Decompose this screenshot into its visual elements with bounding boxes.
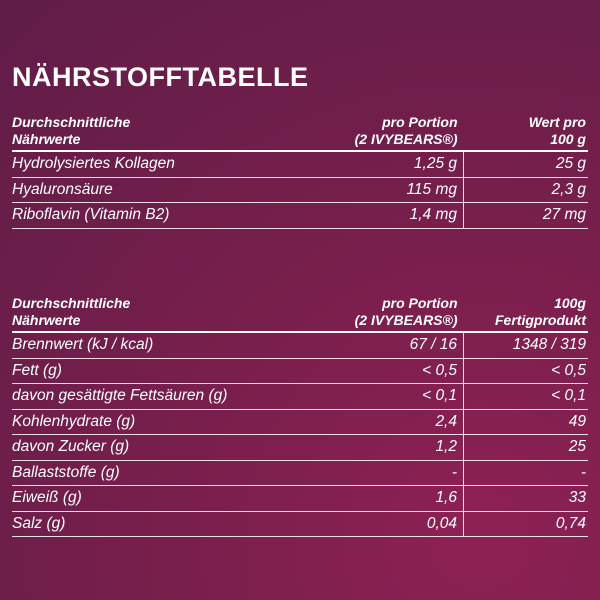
table-cell: 49 (463, 409, 588, 435)
table-cell: Eiweiß (g) (12, 485, 317, 512)
nutrition-table: Durchschnittliche Nährwerte pro Portion (2 … (12, 295, 588, 537)
table-row: Kohlenhydrate (g) 2,4 49 (12, 409, 588, 435)
table-cell: - (463, 460, 588, 486)
table-cell: 25 (463, 434, 588, 461)
table-cell: < 0,1 (463, 383, 588, 410)
table-row: Eiweiß (g) 1,6 33 (12, 485, 588, 512)
table-row: Hydrolysiertes Kollagen 1,25 g 25 g (12, 151, 588, 178)
header-cell: Durchschnittliche Nährwerte (12, 295, 317, 333)
table-cell: 115 mg (317, 177, 464, 203)
table-cell: Brennwert (kJ / kcal) (12, 332, 317, 359)
table-row: davon Zucker (g) 1,2 25 (12, 434, 588, 461)
table-row: davon gesättigte Fettsäuren (g) < 0,1 < 0,… (12, 383, 588, 410)
table-row: Salz (g) 0,04 0,74 (12, 511, 588, 537)
table-row: Riboflavin (Vitamin B2) 1,4 mg 27 mg (12, 202, 588, 229)
table-row: Fett (g) < 0,5 < 0,5 (12, 358, 588, 384)
table-cell: < 0,1 (317, 383, 464, 410)
table-cell: 33 (463, 485, 588, 512)
table-cell: 1,2 (317, 434, 464, 461)
table-cell: 1,25 g (317, 151, 464, 178)
header-cell: pro Portion (2 IVYBEARS®) (317, 114, 464, 152)
title: NÄHRSTOFFTABELLE (12, 62, 309, 92)
header-row: Durchschnittliche Nährwerte pro Portion (2 … (12, 295, 588, 333)
header-cell: 100g Fertigprodukt (463, 295, 588, 333)
header-line: (2 IVYBEARS®) (354, 131, 458, 147)
header-line: Nährwerte (12, 312, 81, 328)
header-line: 100 g (550, 131, 586, 147)
table-cell: 0,74 (463, 511, 588, 537)
header-line: Fertigprodukt (495, 312, 586, 328)
table-cell: - (317, 460, 464, 486)
table-cell: Hydrolysiertes Kollagen (12, 151, 317, 178)
table-cell: 1348 / 319 (463, 332, 588, 359)
header-line: pro Portion (382, 114, 458, 130)
table-cell: Fett (g) (12, 358, 317, 384)
table-cell: 0,04 (317, 511, 464, 537)
table-row: Hyaluronsäure 115 mg 2,3 g (12, 177, 588, 203)
table-cell: Kohlenhydrate (g) (12, 409, 317, 435)
table-cell: 1,4 mg (317, 202, 464, 229)
header-cell: Wert pro 100 g (463, 114, 588, 152)
table-cell: davon Zucker (g) (12, 434, 317, 461)
header-line: 100g (554, 295, 586, 311)
header-cell: pro Portion (2 IVYBEARS®) (317, 295, 464, 333)
header-line: pro Portion (382, 295, 458, 311)
header-row: Durchschnittliche Nährwerte pro Portion (2 … (12, 114, 588, 152)
table-cell: davon gesättigte Fettsäuren (g) (12, 383, 317, 410)
table-cell: Ballaststoffe (g) (12, 460, 317, 486)
table-cell: 1,6 (317, 485, 464, 512)
nutrient-table: Durchschnittliche Nährwerte pro Portion (2 … (12, 114, 588, 229)
table-row: Ballaststoffe (g) - - (12, 460, 588, 486)
table-cell: < 0,5 (317, 358, 464, 384)
table-cell: Salz (g) (12, 511, 317, 537)
table-cell: 2,4 (317, 409, 464, 435)
header-line: Nährwerte (12, 131, 81, 147)
header-line: (2 IVYBEARS®) (354, 312, 458, 328)
header-line: Wert pro (528, 114, 586, 130)
table-cell: Riboflavin (Vitamin B2) (12, 202, 317, 229)
header-line: Durchschnittliche (12, 114, 131, 130)
table-cell: Hyaluronsäure (12, 177, 317, 203)
table-cell: 67 / 16 (317, 332, 464, 359)
table-cell: 25 g (463, 151, 588, 178)
header-cell: Durchschnittliche Nährwerte (12, 114, 317, 152)
table-cell: 27 mg (463, 202, 588, 229)
table-cell: < 0,5 (463, 358, 588, 384)
header-line: Durchschnittliche (12, 295, 131, 311)
table-cell: 2,3 g (463, 177, 588, 203)
table-row: Brennwert (kJ / kcal) 67 / 16 1348 / 319 (12, 332, 588, 359)
